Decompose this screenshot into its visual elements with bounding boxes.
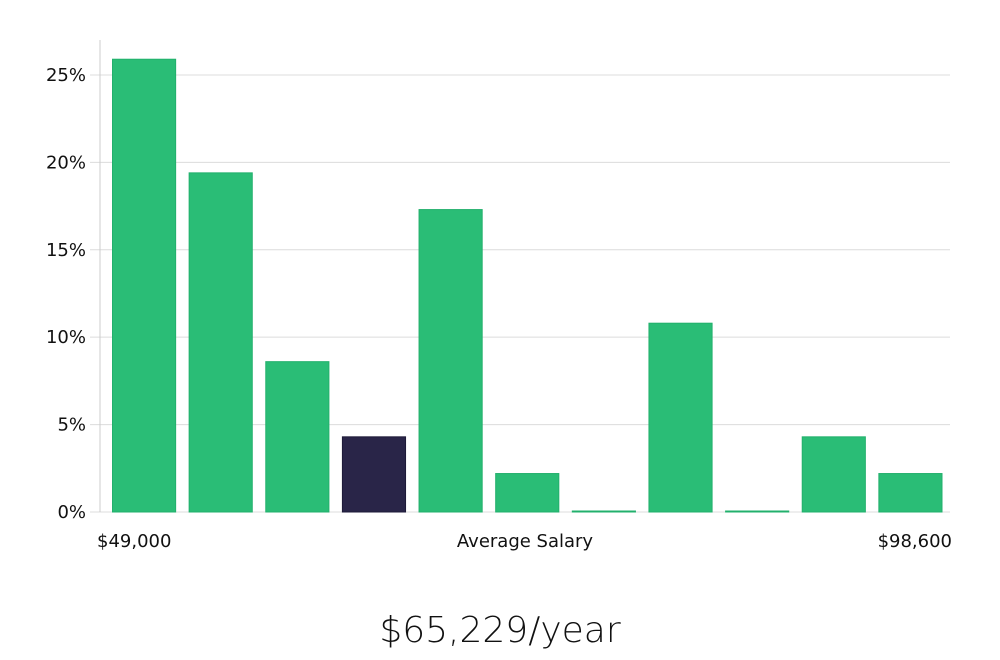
y-tick-label: 20% — [46, 152, 86, 173]
bar — [726, 511, 789, 512]
bar — [266, 362, 329, 512]
bar — [802, 437, 865, 512]
x-min-label: $49,000 — [97, 531, 171, 552]
x-max-label: $98,600 — [878, 531, 952, 552]
bars-layer — [113, 59, 943, 512]
bar — [572, 511, 635, 512]
y-tick-label: 25% — [46, 65, 86, 86]
y-tick-label: 5% — [57, 415, 86, 436]
y-tick-label: 15% — [46, 240, 86, 261]
average-salary-value: $65,229/year — [0, 610, 1000, 651]
bar — [113, 59, 176, 512]
salary-histogram: 0%5%10%15%20%25% $49,000 Average Salary … — [0, 0, 1000, 600]
bar — [879, 474, 942, 512]
y-tick-labels: 0% 5% 10% 15% 20% 25% — [46, 65, 86, 523]
bar — [496, 474, 559, 512]
bar — [419, 210, 482, 512]
x-axis-title: Average Salary — [457, 531, 594, 552]
bar — [649, 323, 712, 512]
bar — [189, 173, 252, 512]
y-tick-label: 0% — [57, 502, 86, 523]
y-tick-label: 10% — [46, 327, 86, 348]
bar-highlighted — [342, 437, 405, 512]
